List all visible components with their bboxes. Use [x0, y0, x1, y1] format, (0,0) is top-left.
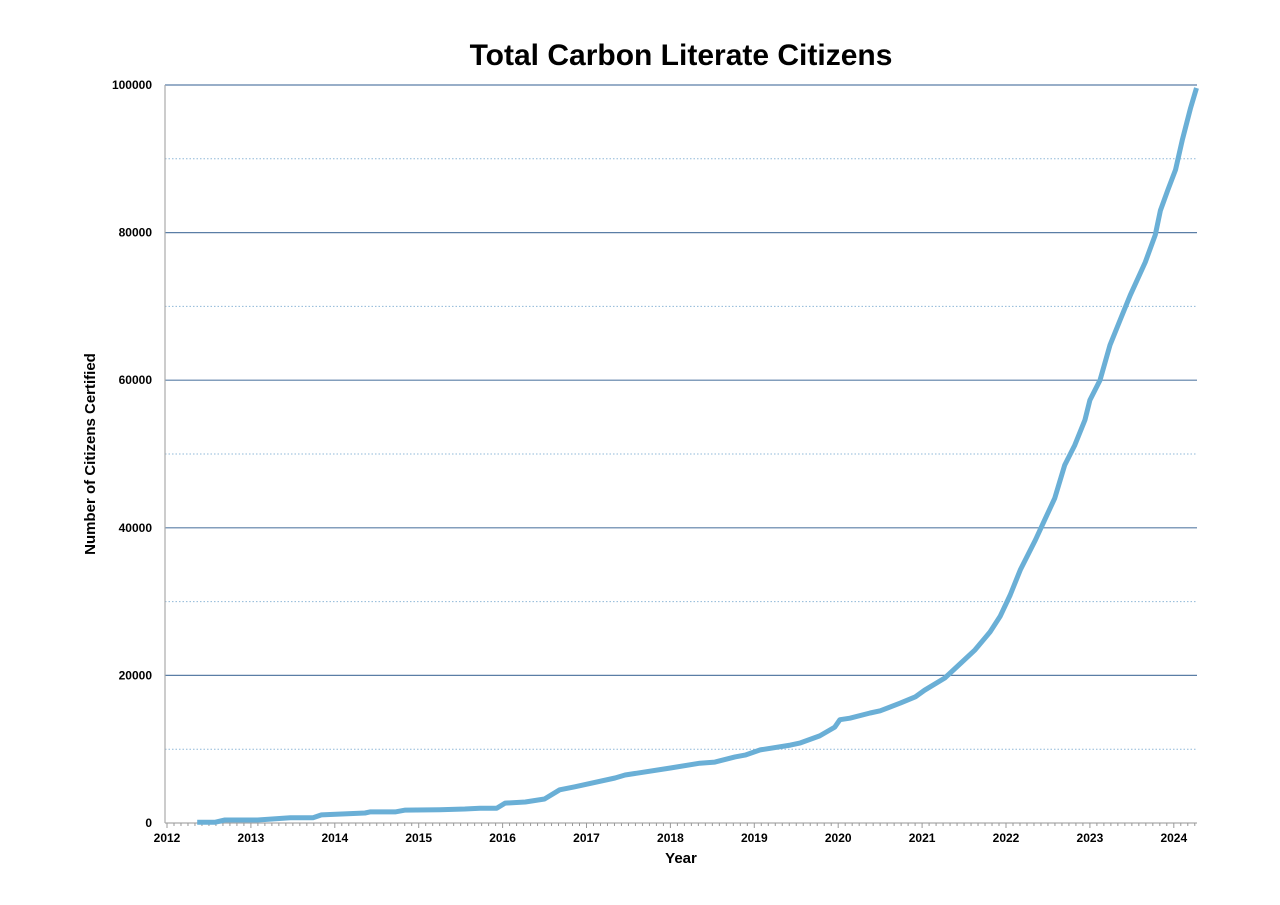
y-tick-label: 60000 [119, 373, 153, 387]
series [197, 87, 1199, 825]
x-tick-labels: 2012 2013 2014 2015 2016 2017 2018 2019 2020 2021… [154, 831, 1188, 845]
x-tick-label: 2019 [741, 831, 768, 845]
grid [165, 84, 1197, 750]
chart-title: Total Carbon Literate Citizens [470, 39, 893, 72]
y-tick-label: 100000 [112, 78, 152, 92]
y-tick-label: 80000 [119, 226, 153, 240]
x-tick-label: 2015 [405, 831, 432, 845]
x-tick-label: 2024 [1160, 831, 1187, 845]
axes [164, 85, 1197, 828]
x-tick-label: 2016 [489, 831, 516, 845]
x-tick-label: 2023 [1077, 831, 1104, 845]
y-tick-label: 40000 [119, 521, 153, 535]
x-tick-label: 2018 [657, 831, 684, 845]
series-line [197, 87, 1199, 825]
y-tick-label: 0 [145, 816, 152, 830]
y-tick-labels: 0 20000 40000 60000 80000 100000 [112, 78, 152, 830]
x-tick-label: 2022 [993, 831, 1020, 845]
x-tick-label: 2020 [825, 831, 852, 845]
y-axis-title: Number of Citizens Certified [82, 353, 99, 555]
x-tick-label: 2017 [573, 831, 600, 845]
x-tick-label: 2021 [909, 831, 936, 845]
y-tick-label: 20000 [119, 668, 153, 682]
x-tick-label: 2013 [238, 831, 265, 845]
x-axis-title: Year [665, 850, 697, 867]
x-tick-label: 2012 [154, 831, 181, 845]
x-tick-label: 2014 [321, 831, 348, 845]
